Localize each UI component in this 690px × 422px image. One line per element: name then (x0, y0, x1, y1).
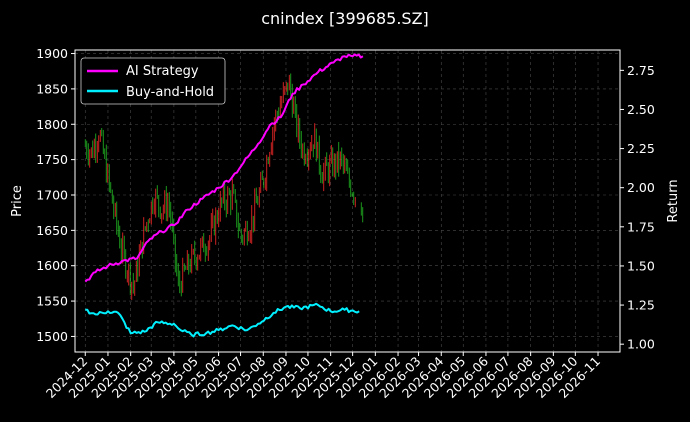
series-line-ai-strategy (84, 53, 364, 283)
y-left-tick-label-8: 1900 (36, 46, 68, 61)
y-left-tick-label-2: 1600 (36, 258, 68, 273)
y-left-tick-label-0: 1500 (36, 329, 68, 344)
y-right-tick-label-6: 2.50 (627, 102, 655, 117)
y-right-tick-label-2: 1.50 (627, 258, 655, 273)
y-left-tick-label-4: 1700 (36, 187, 68, 202)
series-line-buy-and-hold (85, 302, 360, 338)
y-right-tick-label-5: 2.25 (627, 141, 655, 156)
y-right-tick-label-4: 2.00 (627, 180, 655, 195)
series-lines (84, 53, 364, 338)
y-right-tick-label-3: 1.75 (627, 219, 655, 234)
y-left-tick-label-5: 1750 (36, 152, 68, 167)
y-right-tick-label-0: 1.00 (627, 337, 655, 352)
legend-label-ai-strategy: AI Strategy (126, 64, 199, 79)
y-left-tick-label-1: 1550 (36, 294, 68, 309)
grid (75, 50, 620, 352)
y-axis-right: 1.00 1.25 1.50 1.75 2.00 2.25 2.50 2.75 (620, 63, 655, 352)
x-axis: 2024-122025-012025-022025-032025-042025-… (43, 352, 603, 401)
y-axis-right-label: Return (666, 179, 681, 222)
legend: AI Strategy Buy-and-Hold (80, 57, 226, 105)
plot-frame (74, 49, 621, 353)
y-left-tick-label-6: 1800 (36, 117, 68, 132)
legend-label-buy-and-hold: Buy-and-Hold (126, 85, 214, 100)
chart-title: cnindex [399685.SZ] (261, 9, 429, 28)
y-right-tick-label-1: 1.25 (627, 298, 655, 313)
y-right-tick-label-7: 2.75 (627, 63, 655, 78)
y-axis-left-label: Price (10, 185, 25, 217)
legend-box (80, 57, 226, 105)
y-left-tick-label-7: 1850 (36, 81, 68, 96)
y-left-tick-label-3: 1650 (36, 223, 68, 238)
price-candles (84, 73, 364, 300)
y-axis-left: 1500 1550 1600 1650 1700 1750 1800 1850 1900 (36, 46, 75, 344)
